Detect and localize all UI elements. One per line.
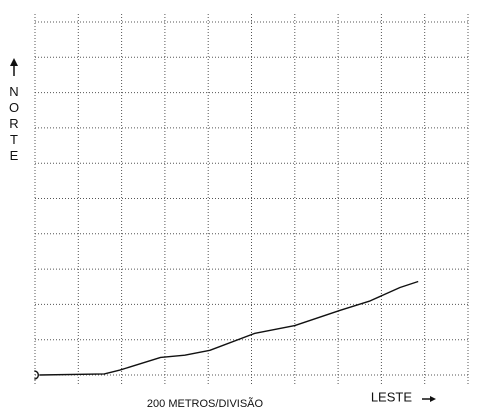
y-axis-label: NORTE [7,84,22,164]
north-arrow-head [10,58,18,66]
east-arrow-head [430,396,436,402]
east-label: LESTE [371,389,413,404]
start-marker [34,370,40,380]
x-axis-label: 200 METROS/DIVISÃO [147,397,264,410]
trajectory-line [39,280,419,376]
